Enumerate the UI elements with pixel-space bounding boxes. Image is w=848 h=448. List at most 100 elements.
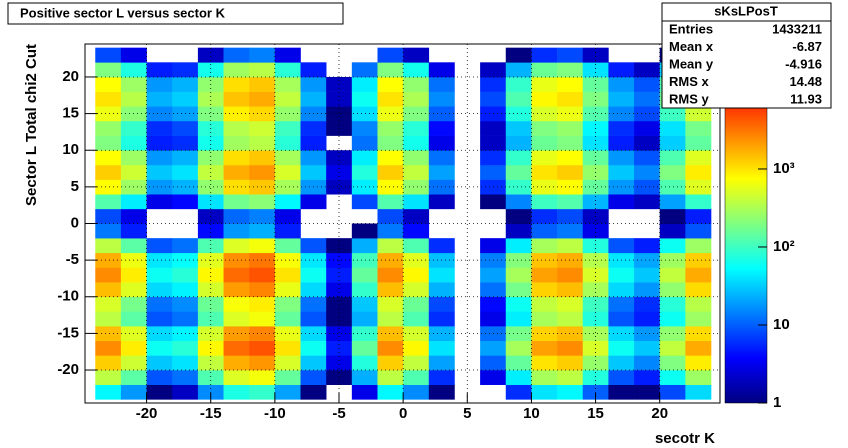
- cell: [377, 311, 404, 327]
- cell: [557, 238, 584, 254]
- cell: [531, 267, 558, 283]
- cell: [505, 355, 532, 371]
- cell: [608, 62, 635, 78]
- cell: [300, 91, 327, 107]
- cell: [480, 355, 507, 371]
- cell: [505, 267, 532, 283]
- cell: [351, 340, 378, 356]
- stats-value: 1433211: [772, 21, 822, 36]
- cell: [274, 179, 301, 195]
- cell: [428, 311, 455, 327]
- stats-key: Mean x: [669, 39, 714, 54]
- cell: [249, 194, 276, 210]
- cell: [377, 62, 404, 78]
- cell: [120, 282, 147, 298]
- cell: [300, 282, 327, 298]
- cell: [634, 62, 661, 78]
- cell: [608, 76, 635, 92]
- cell: [146, 252, 173, 268]
- cell: [403, 150, 430, 166]
- cell: [95, 120, 122, 136]
- cell: [377, 282, 404, 298]
- cell: [274, 340, 301, 356]
- cell: [120, 238, 147, 254]
- cell: [249, 340, 276, 356]
- cell: [428, 76, 455, 92]
- cell: [403, 326, 430, 342]
- cell: [274, 120, 301, 136]
- cell: [557, 267, 584, 283]
- cell: [377, 238, 404, 254]
- cell: [120, 164, 147, 180]
- cell: [582, 47, 609, 63]
- cell: [377, 106, 404, 122]
- cell: [120, 194, 147, 210]
- cell: [634, 267, 661, 283]
- stats-value: 11.93: [790, 91, 822, 106]
- cell: [95, 62, 122, 78]
- stats-value: -6.87: [792, 39, 822, 54]
- cell: [146, 340, 173, 356]
- cell: [172, 311, 199, 327]
- cell: [95, 150, 122, 166]
- cell: [274, 370, 301, 385]
- cell: [480, 370, 507, 385]
- cell: [634, 238, 661, 254]
- cell: [274, 194, 301, 210]
- cell: [274, 384, 301, 400]
- cell: [403, 208, 430, 224]
- stats-key: RMS x: [669, 74, 710, 89]
- cell: [223, 91, 250, 107]
- cell: [428, 62, 455, 78]
- cell: [428, 296, 455, 312]
- title-box: [7, 2, 344, 25]
- y-tick-label: 10: [62, 141, 79, 158]
- y-tick-label: 20: [62, 68, 79, 85]
- cell: [377, 384, 404, 400]
- cell: [172, 238, 199, 254]
- cell: [659, 164, 686, 180]
- y-tick-label: 5: [71, 178, 79, 195]
- cell: [351, 252, 378, 268]
- cell: [659, 370, 686, 385]
- cell: [377, 91, 404, 107]
- cell: [608, 194, 635, 210]
- cell: [223, 135, 250, 151]
- cell: [351, 267, 378, 283]
- cell: [120, 62, 147, 78]
- cell: [634, 384, 661, 400]
- cell: [428, 194, 455, 210]
- cell: [428, 150, 455, 166]
- cell: [197, 355, 224, 371]
- cell: [95, 223, 122, 239]
- cell: [608, 282, 635, 298]
- cell: [377, 208, 404, 224]
- cell: [531, 355, 558, 371]
- cell: [326, 282, 353, 298]
- cell: [326, 311, 353, 327]
- cell: [223, 150, 250, 166]
- x-tick-label: 5: [463, 405, 471, 422]
- y-tick-label: 15: [62, 105, 79, 122]
- cell: [274, 311, 301, 327]
- cell: [300, 164, 327, 180]
- cell: [582, 282, 609, 298]
- cell: [146, 282, 173, 298]
- cell: [403, 164, 430, 180]
- cell: [480, 194, 507, 210]
- cell: [531, 223, 558, 239]
- cell: [428, 384, 455, 400]
- cell: [582, 150, 609, 166]
- stats-key: Entries: [669, 21, 713, 36]
- cell: [634, 355, 661, 371]
- cell: [428, 340, 455, 356]
- cell: [223, 62, 250, 78]
- cell: [685, 340, 712, 356]
- cell: [557, 296, 584, 312]
- cell: [480, 76, 507, 92]
- cell: [634, 106, 661, 122]
- cell: [685, 194, 712, 210]
- cell: [480, 91, 507, 107]
- cell: [120, 340, 147, 356]
- cell: [146, 62, 173, 78]
